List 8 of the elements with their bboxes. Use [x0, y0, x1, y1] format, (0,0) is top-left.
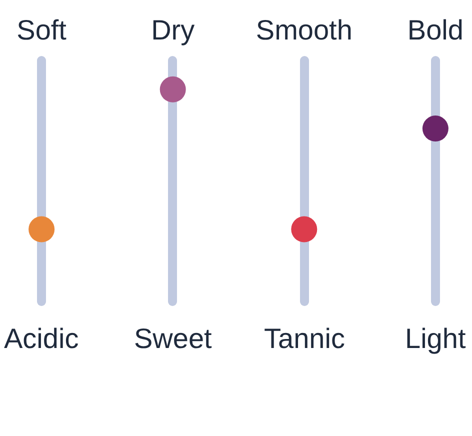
text: Light	[405, 323, 466, 354]
text: Sweet	[134, 323, 212, 354]
x-tick-label: Soft	[16, 14, 67, 46]
text: Tannic	[264, 323, 345, 354]
x-tick-label: Bold	[407, 14, 464, 46]
x-tick-label: Smooth	[256, 14, 352, 46]
text: Acidic	[4, 323, 79, 354]
x-tick-label: Dry	[151, 14, 195, 46]
